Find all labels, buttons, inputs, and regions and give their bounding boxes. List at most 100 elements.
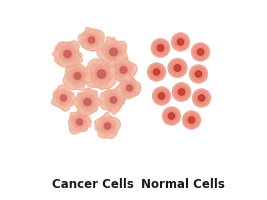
Circle shape bbox=[165, 109, 178, 123]
Polygon shape bbox=[70, 113, 88, 130]
Circle shape bbox=[159, 93, 164, 99]
Circle shape bbox=[198, 95, 205, 101]
Circle shape bbox=[174, 64, 181, 72]
Polygon shape bbox=[62, 48, 73, 60]
Polygon shape bbox=[115, 62, 132, 81]
Circle shape bbox=[153, 68, 160, 76]
Polygon shape bbox=[73, 70, 83, 82]
Circle shape bbox=[176, 86, 187, 98]
Circle shape bbox=[168, 112, 175, 120]
Polygon shape bbox=[57, 92, 70, 104]
Circle shape bbox=[110, 97, 117, 103]
Polygon shape bbox=[91, 64, 111, 85]
Text: Normal Cells: Normal Cells bbox=[140, 178, 225, 190]
Circle shape bbox=[158, 92, 165, 100]
Polygon shape bbox=[56, 90, 70, 106]
Polygon shape bbox=[105, 91, 122, 108]
Circle shape bbox=[155, 89, 168, 103]
Polygon shape bbox=[121, 79, 138, 97]
Polygon shape bbox=[107, 94, 120, 106]
Circle shape bbox=[172, 63, 182, 73]
Circle shape bbox=[194, 90, 209, 106]
Circle shape bbox=[177, 39, 184, 45]
Circle shape bbox=[176, 67, 178, 69]
Polygon shape bbox=[70, 111, 91, 131]
Circle shape bbox=[192, 89, 211, 107]
Polygon shape bbox=[84, 99, 91, 105]
Circle shape bbox=[104, 123, 111, 129]
Polygon shape bbox=[59, 93, 68, 103]
Text: Cancer Cells: Cancer Cells bbox=[52, 178, 134, 190]
Polygon shape bbox=[87, 36, 97, 45]
Polygon shape bbox=[78, 27, 104, 51]
Circle shape bbox=[151, 38, 170, 58]
Circle shape bbox=[192, 44, 209, 60]
Polygon shape bbox=[60, 44, 77, 61]
Circle shape bbox=[154, 88, 169, 104]
Polygon shape bbox=[117, 76, 140, 99]
Circle shape bbox=[178, 88, 185, 96]
Circle shape bbox=[185, 113, 198, 127]
Circle shape bbox=[199, 51, 201, 53]
Circle shape bbox=[178, 39, 183, 45]
Polygon shape bbox=[76, 89, 99, 115]
Polygon shape bbox=[124, 82, 135, 94]
Circle shape bbox=[189, 117, 195, 123]
Polygon shape bbox=[69, 110, 91, 134]
Circle shape bbox=[182, 111, 201, 129]
Circle shape bbox=[174, 35, 187, 49]
Polygon shape bbox=[96, 68, 107, 80]
Polygon shape bbox=[73, 115, 86, 128]
Circle shape bbox=[180, 90, 183, 94]
Circle shape bbox=[196, 92, 207, 104]
Circle shape bbox=[170, 114, 173, 118]
Circle shape bbox=[193, 44, 208, 60]
Circle shape bbox=[174, 65, 181, 71]
Circle shape bbox=[197, 93, 206, 103]
Circle shape bbox=[151, 66, 162, 78]
Circle shape bbox=[198, 49, 203, 55]
Polygon shape bbox=[122, 80, 135, 96]
Polygon shape bbox=[119, 65, 128, 76]
Polygon shape bbox=[117, 63, 130, 77]
Circle shape bbox=[170, 60, 185, 76]
Circle shape bbox=[191, 43, 210, 61]
Circle shape bbox=[149, 64, 164, 80]
Circle shape bbox=[88, 37, 95, 43]
Polygon shape bbox=[104, 43, 123, 61]
Polygon shape bbox=[111, 50, 115, 54]
Polygon shape bbox=[99, 72, 103, 76]
Circle shape bbox=[159, 46, 162, 50]
Polygon shape bbox=[61, 96, 66, 101]
Polygon shape bbox=[85, 59, 118, 89]
Polygon shape bbox=[113, 58, 135, 83]
Circle shape bbox=[191, 119, 193, 121]
Polygon shape bbox=[85, 34, 97, 46]
Circle shape bbox=[158, 45, 163, 51]
Circle shape bbox=[155, 70, 158, 74]
Circle shape bbox=[64, 50, 71, 58]
Polygon shape bbox=[125, 83, 134, 93]
Polygon shape bbox=[70, 69, 85, 82]
Polygon shape bbox=[111, 97, 117, 103]
Circle shape bbox=[153, 40, 168, 56]
Polygon shape bbox=[75, 117, 84, 127]
Circle shape bbox=[172, 62, 183, 74]
Circle shape bbox=[153, 88, 170, 104]
Polygon shape bbox=[120, 67, 127, 73]
Polygon shape bbox=[66, 63, 89, 87]
Polygon shape bbox=[109, 95, 118, 105]
Polygon shape bbox=[120, 77, 141, 99]
Polygon shape bbox=[100, 118, 115, 133]
Circle shape bbox=[147, 63, 166, 81]
Polygon shape bbox=[97, 117, 116, 135]
Circle shape bbox=[180, 41, 182, 43]
Polygon shape bbox=[82, 97, 93, 107]
Polygon shape bbox=[64, 51, 71, 58]
Polygon shape bbox=[74, 73, 81, 80]
Polygon shape bbox=[95, 116, 117, 136]
Circle shape bbox=[188, 116, 195, 124]
Circle shape bbox=[192, 67, 205, 81]
Polygon shape bbox=[102, 120, 115, 132]
Circle shape bbox=[127, 85, 132, 91]
